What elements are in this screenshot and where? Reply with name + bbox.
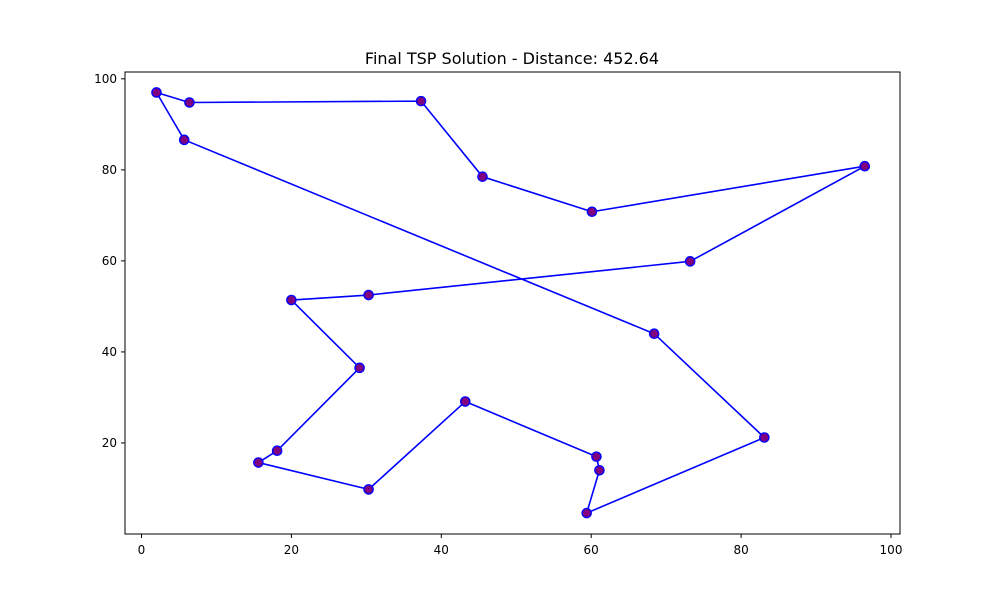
y-tick-label: 60 <box>102 254 117 268</box>
city-point <box>363 484 374 495</box>
city-point <box>354 362 365 374</box>
city-points <box>151 87 871 519</box>
city-point <box>415 95 427 107</box>
chart-title: Final TSP Solution - Distance: 452.64 <box>365 49 659 68</box>
city-point <box>459 396 471 407</box>
city-point <box>586 206 598 218</box>
y-tick-label: 100 <box>94 72 117 86</box>
city-point <box>477 171 488 182</box>
city-point <box>684 256 696 267</box>
city-point <box>253 457 264 468</box>
x-tick-label: 40 <box>434 543 449 557</box>
y-tick-label: 80 <box>102 163 117 177</box>
city-point <box>271 445 283 457</box>
y-tick-label: 20 <box>102 436 117 450</box>
route-line <box>155 91 866 514</box>
city-point <box>759 432 770 443</box>
city-point <box>178 134 190 146</box>
city-point <box>581 507 593 519</box>
city-point <box>594 464 605 476</box>
city-point <box>184 97 195 108</box>
x-tick-label: 80 <box>733 543 748 557</box>
x-tick-label: 0 <box>138 543 146 557</box>
x-tick-label: 100 <box>880 543 903 557</box>
city-point <box>363 289 374 301</box>
city-point <box>286 294 297 306</box>
axes: 0 20 40 60 80 100 20 40 60 80 100 <box>94 71 903 557</box>
city-point <box>648 328 660 340</box>
city-point <box>151 87 162 98</box>
route <box>155 91 866 514</box>
plot-frame <box>124 71 901 535</box>
y-tick-label: 40 <box>102 345 117 359</box>
city-point <box>591 451 602 462</box>
x-tick-label: 60 <box>584 543 599 557</box>
city-point <box>859 160 871 172</box>
x-tick-label: 20 <box>284 543 299 557</box>
